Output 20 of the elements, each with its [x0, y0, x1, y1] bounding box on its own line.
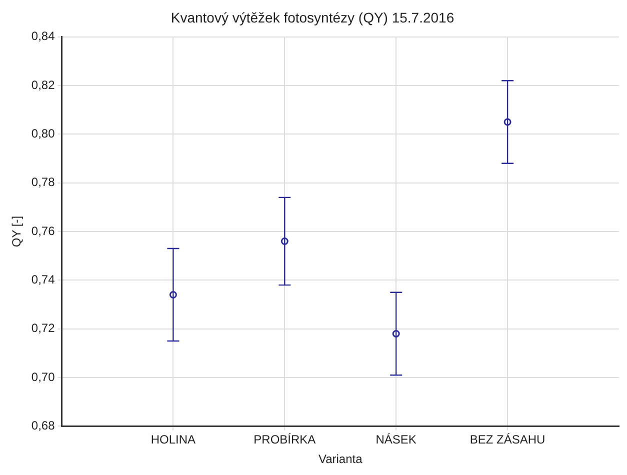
point	[280, 237, 288, 245]
y-tick-label: 0,84	[31, 29, 56, 44]
y-tick-label: 0,82	[31, 78, 56, 92]
x-tick-label: BEZ ZÁSAHU	[470, 432, 546, 447]
y-tick-label: 0,74	[31, 272, 56, 286]
point	[504, 118, 512, 126]
x-axis-title: Varianta	[318, 452, 363, 466]
y-tick-label: 0,68	[31, 418, 56, 433]
point	[392, 330, 400, 338]
x-tick-label: PROBÍRKA	[254, 432, 316, 447]
y-tick-label: 0,80	[31, 126, 56, 140]
x-tick-label: HOLINA	[150, 432, 196, 447]
chart-title: Kvantový výtěžek fotosyntézy (QY) 15.7.2016	[170, 9, 454, 26]
y-tick-label: 0,72	[31, 321, 56, 336]
y-tick-label: 0,70	[31, 370, 56, 384]
x-tick-label: NÁSEK	[376, 432, 416, 447]
point	[169, 291, 177, 299]
y-tick-label: 0,78	[31, 175, 56, 190]
y-tick-label: 0,76	[31, 224, 56, 238]
y-axis-title: QY [-]	[10, 216, 24, 248]
